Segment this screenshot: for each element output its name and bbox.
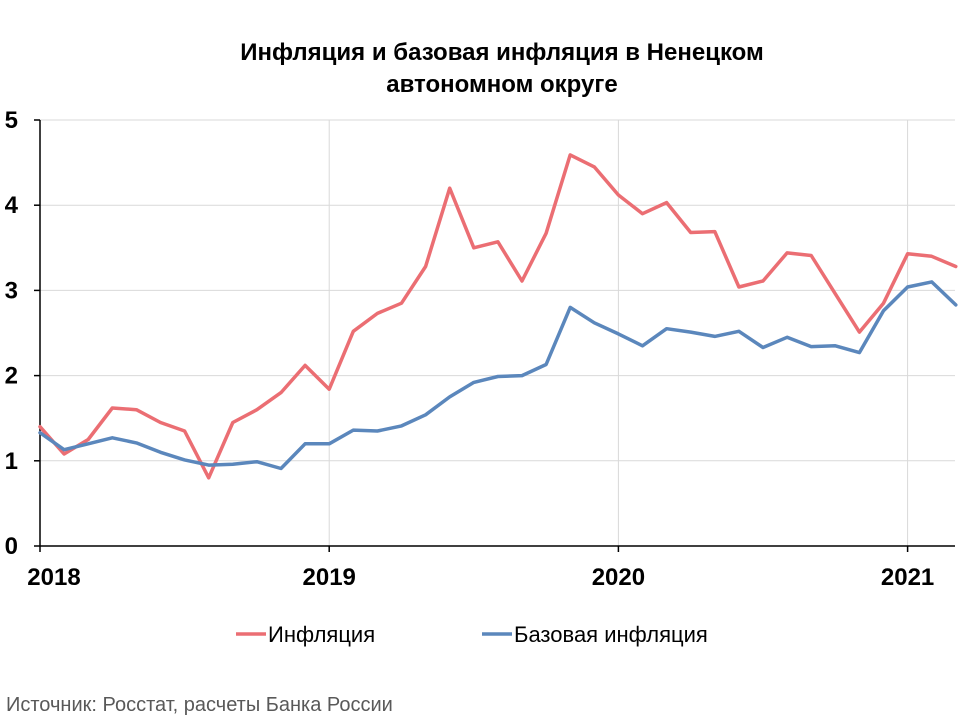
y-tick-label: 5 xyxy=(5,107,18,134)
x-tick-label: 2021 xyxy=(881,564,934,591)
grid-lines xyxy=(40,119,955,546)
chart-title-line-2: автономном округе xyxy=(386,71,617,98)
legend-label-inflation: Инфляция xyxy=(268,622,375,647)
axes xyxy=(39,120,955,547)
y-tick-label: 3 xyxy=(5,277,18,304)
legend: Инфляция Базовая инфляция xyxy=(236,622,708,647)
legend-label-core-inflation: Базовая инфляция xyxy=(514,622,708,647)
y-tick-label: 2 xyxy=(5,363,18,390)
y-tick-label: 1 xyxy=(5,448,18,475)
source-note: Источник: Росстат, расчеты Банка России xyxy=(6,694,393,716)
chart-title-line-1: Инфляция и базовая инфляция в Ненецком xyxy=(240,39,764,66)
inflation-line xyxy=(38,153,958,480)
y-tick-label: 0 xyxy=(5,533,18,560)
x-tick-label: 2020 xyxy=(592,564,645,591)
core-inflation-line xyxy=(38,280,958,471)
x-tick-label: 2019 xyxy=(303,564,356,591)
x-tick-labels: 2018 2019 2020 2021 xyxy=(27,546,934,591)
x-tick-label: 2018 xyxy=(27,564,80,591)
y-tick-labels: 0 1 2 3 4 5 xyxy=(5,107,40,560)
series-lines xyxy=(38,153,958,480)
y-tick-label: 4 xyxy=(5,192,19,219)
